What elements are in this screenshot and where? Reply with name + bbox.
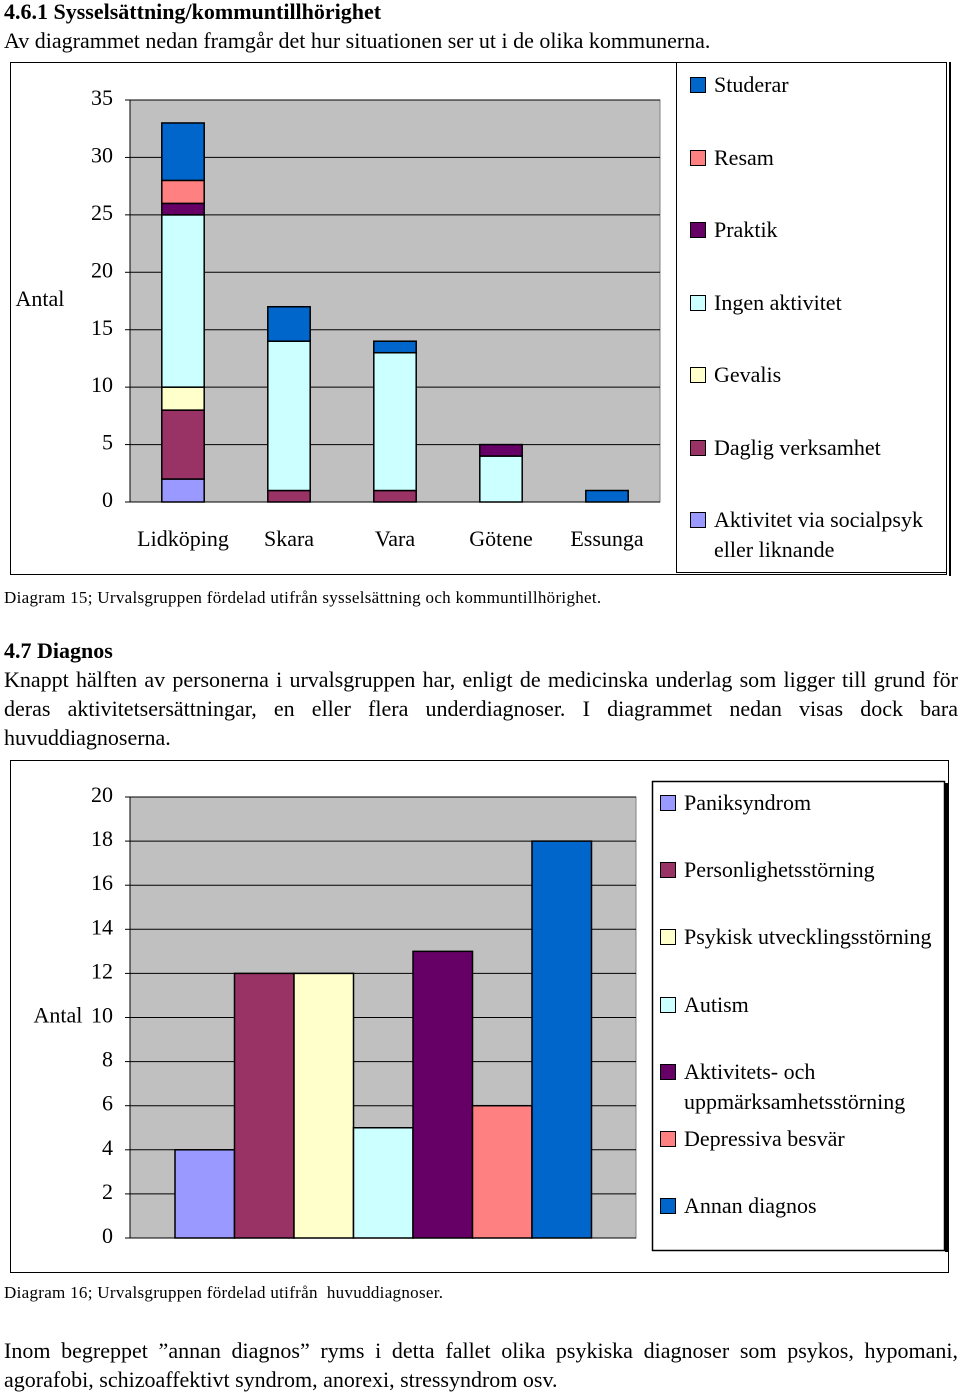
y-tick-label: 20 [91, 257, 113, 282]
bar [233, 972, 295, 1239]
bar-segment [267, 305, 311, 342]
legend-shadow [945, 783, 948, 1252]
x-tick-label: Skara [264, 526, 314, 551]
y-tick-label: 6 [102, 1091, 113, 1116]
bar-segment [161, 214, 205, 388]
legend-label: Paniksyndrom [684, 790, 812, 815]
bar-segment [161, 202, 205, 216]
legend-label: Autism [684, 991, 749, 1017]
legend-swatch [690, 222, 706, 238]
paragraph: Knappt hälften av personerna i urvalsgru… [4, 667, 958, 750]
y-tick-label: 4 [102, 1135, 113, 1160]
y-tick-label: 12 [91, 958, 113, 983]
bar [531, 840, 593, 1239]
frame-shadow [949, 62, 951, 576]
bar-segment [585, 489, 629, 503]
legend-label: Depressiva besvär [684, 1126, 845, 1151]
y-tick-label: 20 [91, 782, 113, 807]
legend-swatch [690, 149, 706, 166]
y-tick-label: 0 [102, 487, 113, 512]
legend-label: Resam [714, 144, 774, 170]
bar-segment [479, 455, 523, 503]
legend-swatch [660, 929, 676, 946]
legend-frame [651, 780, 946, 1252]
legend-swatch [660, 1131, 676, 1147]
legend-label: Personlighetsstörning [684, 857, 875, 883]
bar-segment [161, 179, 205, 205]
bar [174, 1149, 236, 1239]
legend-label: Aktivitets- och uppmärksamhetsstörning [684, 1058, 906, 1114]
section-heading: 4.7 Diagnos [4, 638, 113, 663]
legend-swatch [690, 294, 706, 311]
legend-label: Gevalis [714, 362, 782, 387]
bar-segment [479, 443, 523, 457]
legend-label: Ingen aktivitet [714, 289, 842, 315]
y-tick-label: 16 [91, 870, 113, 895]
chart-frame [10, 760, 949, 1273]
legend-swatch [690, 439, 706, 456]
legend-label: Psykisk utvecklingsstörning [684, 924, 932, 950]
bar-segment [161, 478, 205, 503]
legend-swatch [690, 367, 706, 383]
bar-segment [161, 122, 205, 182]
bar-segment [161, 409, 205, 480]
bar-segment [267, 340, 311, 492]
y-axis-label: Antal [16, 286, 65, 311]
y-tick-label: 10 [91, 1003, 113, 1028]
legend-swatch [660, 795, 676, 811]
y-tick-label: 5 [102, 430, 113, 455]
legend-swatch [660, 1063, 676, 1080]
legend-swatch [660, 862, 676, 879]
bar-segment [373, 489, 417, 503]
y-tick-label: 30 [91, 142, 113, 167]
legend-frame [676, 62, 947, 573]
legend-label: Aktivitet via socialpsyk eller liknande [714, 507, 923, 562]
legend-swatch [690, 77, 706, 93]
bar-segment [267, 489, 311, 503]
legend-label: Studerar [714, 72, 789, 97]
bar-segment [161, 386, 205, 411]
bar [412, 950, 474, 1239]
y-tick-label: 8 [102, 1047, 113, 1072]
legend-swatch [660, 1198, 676, 1215]
bar [471, 1104, 533, 1239]
y-tick-label: 15 [91, 315, 113, 340]
x-tick-label: Essunga [570, 526, 644, 551]
y-axis-label: Antal [34, 1003, 83, 1028]
paragraph: Av diagrammet nedan framgår det hur situ… [4, 28, 711, 53]
x-tick-label: Lidköping [137, 526, 229, 551]
y-tick-label: 18 [91, 826, 113, 851]
bar [293, 972, 355, 1239]
bar-segment [373, 340, 417, 354]
legend-swatch [660, 996, 676, 1013]
y-tick-label: 2 [102, 1179, 113, 1204]
y-tick-label: 10 [91, 372, 113, 397]
legend-label: Daglig verksamhet [714, 434, 881, 460]
y-tick-label: 14 [91, 914, 113, 939]
x-tick-label: Vara [375, 526, 416, 551]
y-tick-label: 25 [91, 200, 113, 225]
caption: Diagram 15; Urvalsgruppen fördelad utifr… [4, 588, 602, 607]
legend-label: Annan diagnos [684, 1193, 817, 1219]
bar [352, 1127, 414, 1239]
legend-label: Praktik [714, 217, 778, 242]
legend-swatch [690, 512, 706, 528]
bar-segment [373, 351, 417, 492]
y-tick-label: 35 [91, 85, 113, 110]
paragraph: Inom begreppet ”annan diagnos” ryms i de… [4, 1338, 958, 1392]
caption: Diagram 16; Urvalsgruppen fördelad utifr… [4, 1283, 444, 1302]
section-heading: 4.6.1 Sysselsättning/kommuntillhörighet [4, 0, 382, 24]
y-tick-label: 0 [102, 1223, 113, 1248]
x-tick-label: Götene [469, 526, 533, 551]
